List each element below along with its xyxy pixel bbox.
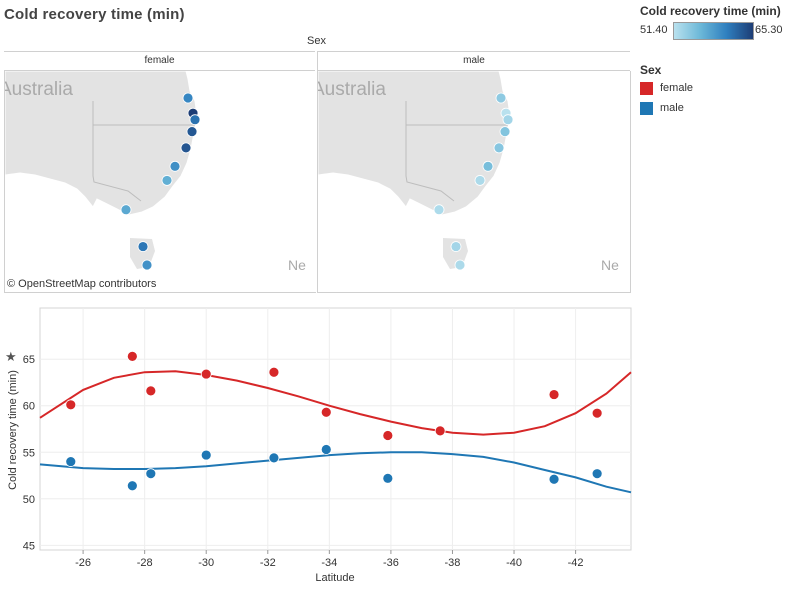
color-legend-max: 65.30 xyxy=(755,24,783,36)
legend-item-male[interactable]: male xyxy=(640,101,684,117)
data-point-female xyxy=(320,406,332,418)
data-point-male xyxy=(126,480,138,492)
plot-area xyxy=(39,307,632,551)
female-swatch xyxy=(640,81,653,95)
state-borders xyxy=(405,101,508,202)
facet-header: Sex xyxy=(307,35,326,47)
x-tick-label: -26 xyxy=(75,557,91,569)
data-point-male xyxy=(145,468,157,480)
data-point-female xyxy=(268,366,280,378)
map-marker xyxy=(189,114,201,126)
map-marker xyxy=(141,259,153,271)
data-point-female xyxy=(434,425,446,437)
pin-icon[interactable]: ★ xyxy=(5,349,17,364)
x-tick-label: -36 xyxy=(383,557,399,569)
color-legend-min: 51.40 xyxy=(640,24,668,36)
y-tick-label: 55 xyxy=(23,447,35,459)
mainland-shape xyxy=(318,71,511,216)
pane-header-male: male xyxy=(317,51,630,71)
y-tick-label: 60 xyxy=(23,401,35,413)
data-point-male xyxy=(591,468,603,480)
map-marker xyxy=(186,126,198,138)
data-point-male xyxy=(200,449,212,461)
data-point-female xyxy=(382,430,394,441)
map-attribution[interactable]: © OpenStreetMap contributors xyxy=(7,278,157,290)
scatter-plot[interactable]: -26 -28 -30 -32 -34 -36 -38 -40 -42 45 50 55 60 65 xyxy=(23,307,632,578)
map-marker xyxy=(433,204,445,216)
legend-item-female[interactable]: female xyxy=(640,81,693,97)
map-marker xyxy=(450,241,462,252)
data-point-female xyxy=(65,399,77,411)
map-marker xyxy=(493,142,505,154)
color-legend-gradient xyxy=(673,22,754,40)
map-marker xyxy=(495,92,507,104)
x-tick-label: -28 xyxy=(137,557,153,569)
map-marker xyxy=(169,160,181,172)
data-point-male xyxy=(65,456,77,467)
chart-title: Cold recovery time (min) xyxy=(4,6,185,23)
state-borders xyxy=(92,101,195,202)
map-female[interactable]: Australia Ne xyxy=(5,71,316,292)
map-label-edge: Ne xyxy=(288,257,306,273)
data-point-female xyxy=(126,351,138,362)
male-swatch xyxy=(640,101,653,115)
map-male[interactable]: Australia Ne xyxy=(318,71,630,292)
data-point-male xyxy=(320,444,332,455)
map-marker xyxy=(161,175,173,186)
map-label-australia: Australia xyxy=(318,79,386,100)
color-legend-title: Cold recovery time (min) xyxy=(640,4,781,18)
x-tick-label: -32 xyxy=(260,557,276,569)
y-tick-label: 45 xyxy=(23,540,35,552)
legend-label-female: female xyxy=(660,82,694,94)
map-marker xyxy=(474,175,486,186)
map-label-edge: Ne xyxy=(601,257,619,273)
map-pane-female[interactable]: Australia Ne xyxy=(4,71,316,293)
data-point-female xyxy=(145,385,157,397)
map-marker xyxy=(502,114,514,126)
mainland-shape xyxy=(5,71,198,216)
trend-line-female xyxy=(39,370,632,436)
data-point-male xyxy=(382,472,394,484)
x-tick-label: -40 xyxy=(506,557,522,569)
data-point-male xyxy=(268,452,280,464)
pane-header-female: female xyxy=(4,51,315,71)
data-point-male xyxy=(548,473,560,485)
y-tick-label: 50 xyxy=(23,494,35,506)
map-marker xyxy=(499,126,511,138)
legend-label-male: male xyxy=(660,102,684,114)
map-marker xyxy=(180,142,192,154)
map-marker xyxy=(137,241,149,252)
map-label-australia: Australia xyxy=(5,79,73,100)
x-tick-label: -34 xyxy=(321,557,337,569)
map-pane-male[interactable]: Australia Ne xyxy=(317,71,631,293)
x-axis-label: Latitude xyxy=(315,572,355,584)
map-marker xyxy=(182,92,194,104)
x-tick-label: -38 xyxy=(445,557,461,569)
x-tick-label: -30 xyxy=(198,557,214,569)
data-point-female xyxy=(591,407,603,419)
data-point-female xyxy=(548,389,560,400)
map-marker xyxy=(454,259,466,271)
map-marker xyxy=(482,160,494,172)
data-point-female xyxy=(200,368,212,380)
sex-legend-title: Sex xyxy=(640,63,662,77)
y-tick-label: 65 xyxy=(23,354,35,366)
map-marker xyxy=(120,204,132,216)
y-axis-label: Cold recovery time (min) xyxy=(7,370,19,490)
x-tick-label: -42 xyxy=(568,557,584,569)
scatter-chart[interactable]: -26 -28 -30 -32 -34 -36 -38 -40 -42 45 50 55 60 65 xyxy=(23,307,632,569)
